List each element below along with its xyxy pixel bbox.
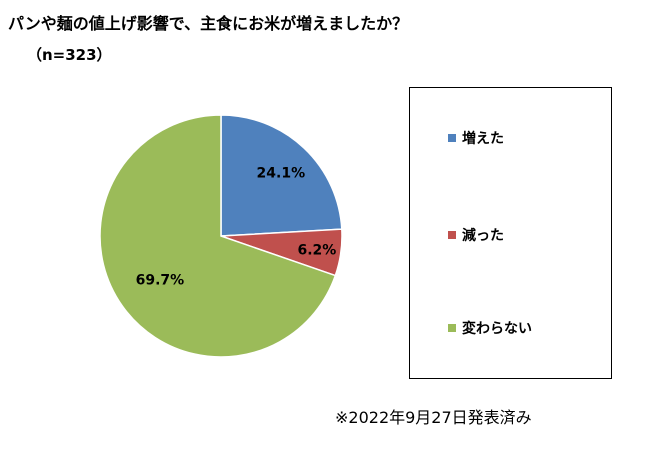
legend-swatch-unchanged	[448, 324, 456, 332]
legend-item-unchanged: 変わらない	[448, 318, 532, 338]
legend-label-increased: 増えた	[462, 131, 504, 147]
legend: 増えた 減った 変わらない	[409, 87, 612, 379]
legend-item-increased: 増えた	[448, 128, 504, 148]
chart-title: パンや麺の値上げ影響で、主食にお米が増えましたか？	[8, 14, 409, 33]
chart-subtitle: （n=323）	[27, 46, 112, 64]
pie-slice-increased	[220, 114, 343, 237]
pie-slice-unchanged	[99, 114, 337, 358]
data-label-increased: 24.1%	[257, 166, 306, 182]
legend-swatch-decreased	[448, 231, 456, 239]
legend-label-decreased: 減った	[462, 228, 504, 244]
legend-item-decreased: 減った	[448, 225, 504, 245]
data-label-unchanged: 69.7%	[136, 273, 185, 289]
footnote: ※2022年9月27日発表済み	[335, 408, 532, 427]
legend-swatch-increased	[448, 134, 456, 142]
data-label-decreased: 6.2%	[297, 242, 336, 258]
legend-label-unchanged: 変わらない	[462, 321, 532, 337]
